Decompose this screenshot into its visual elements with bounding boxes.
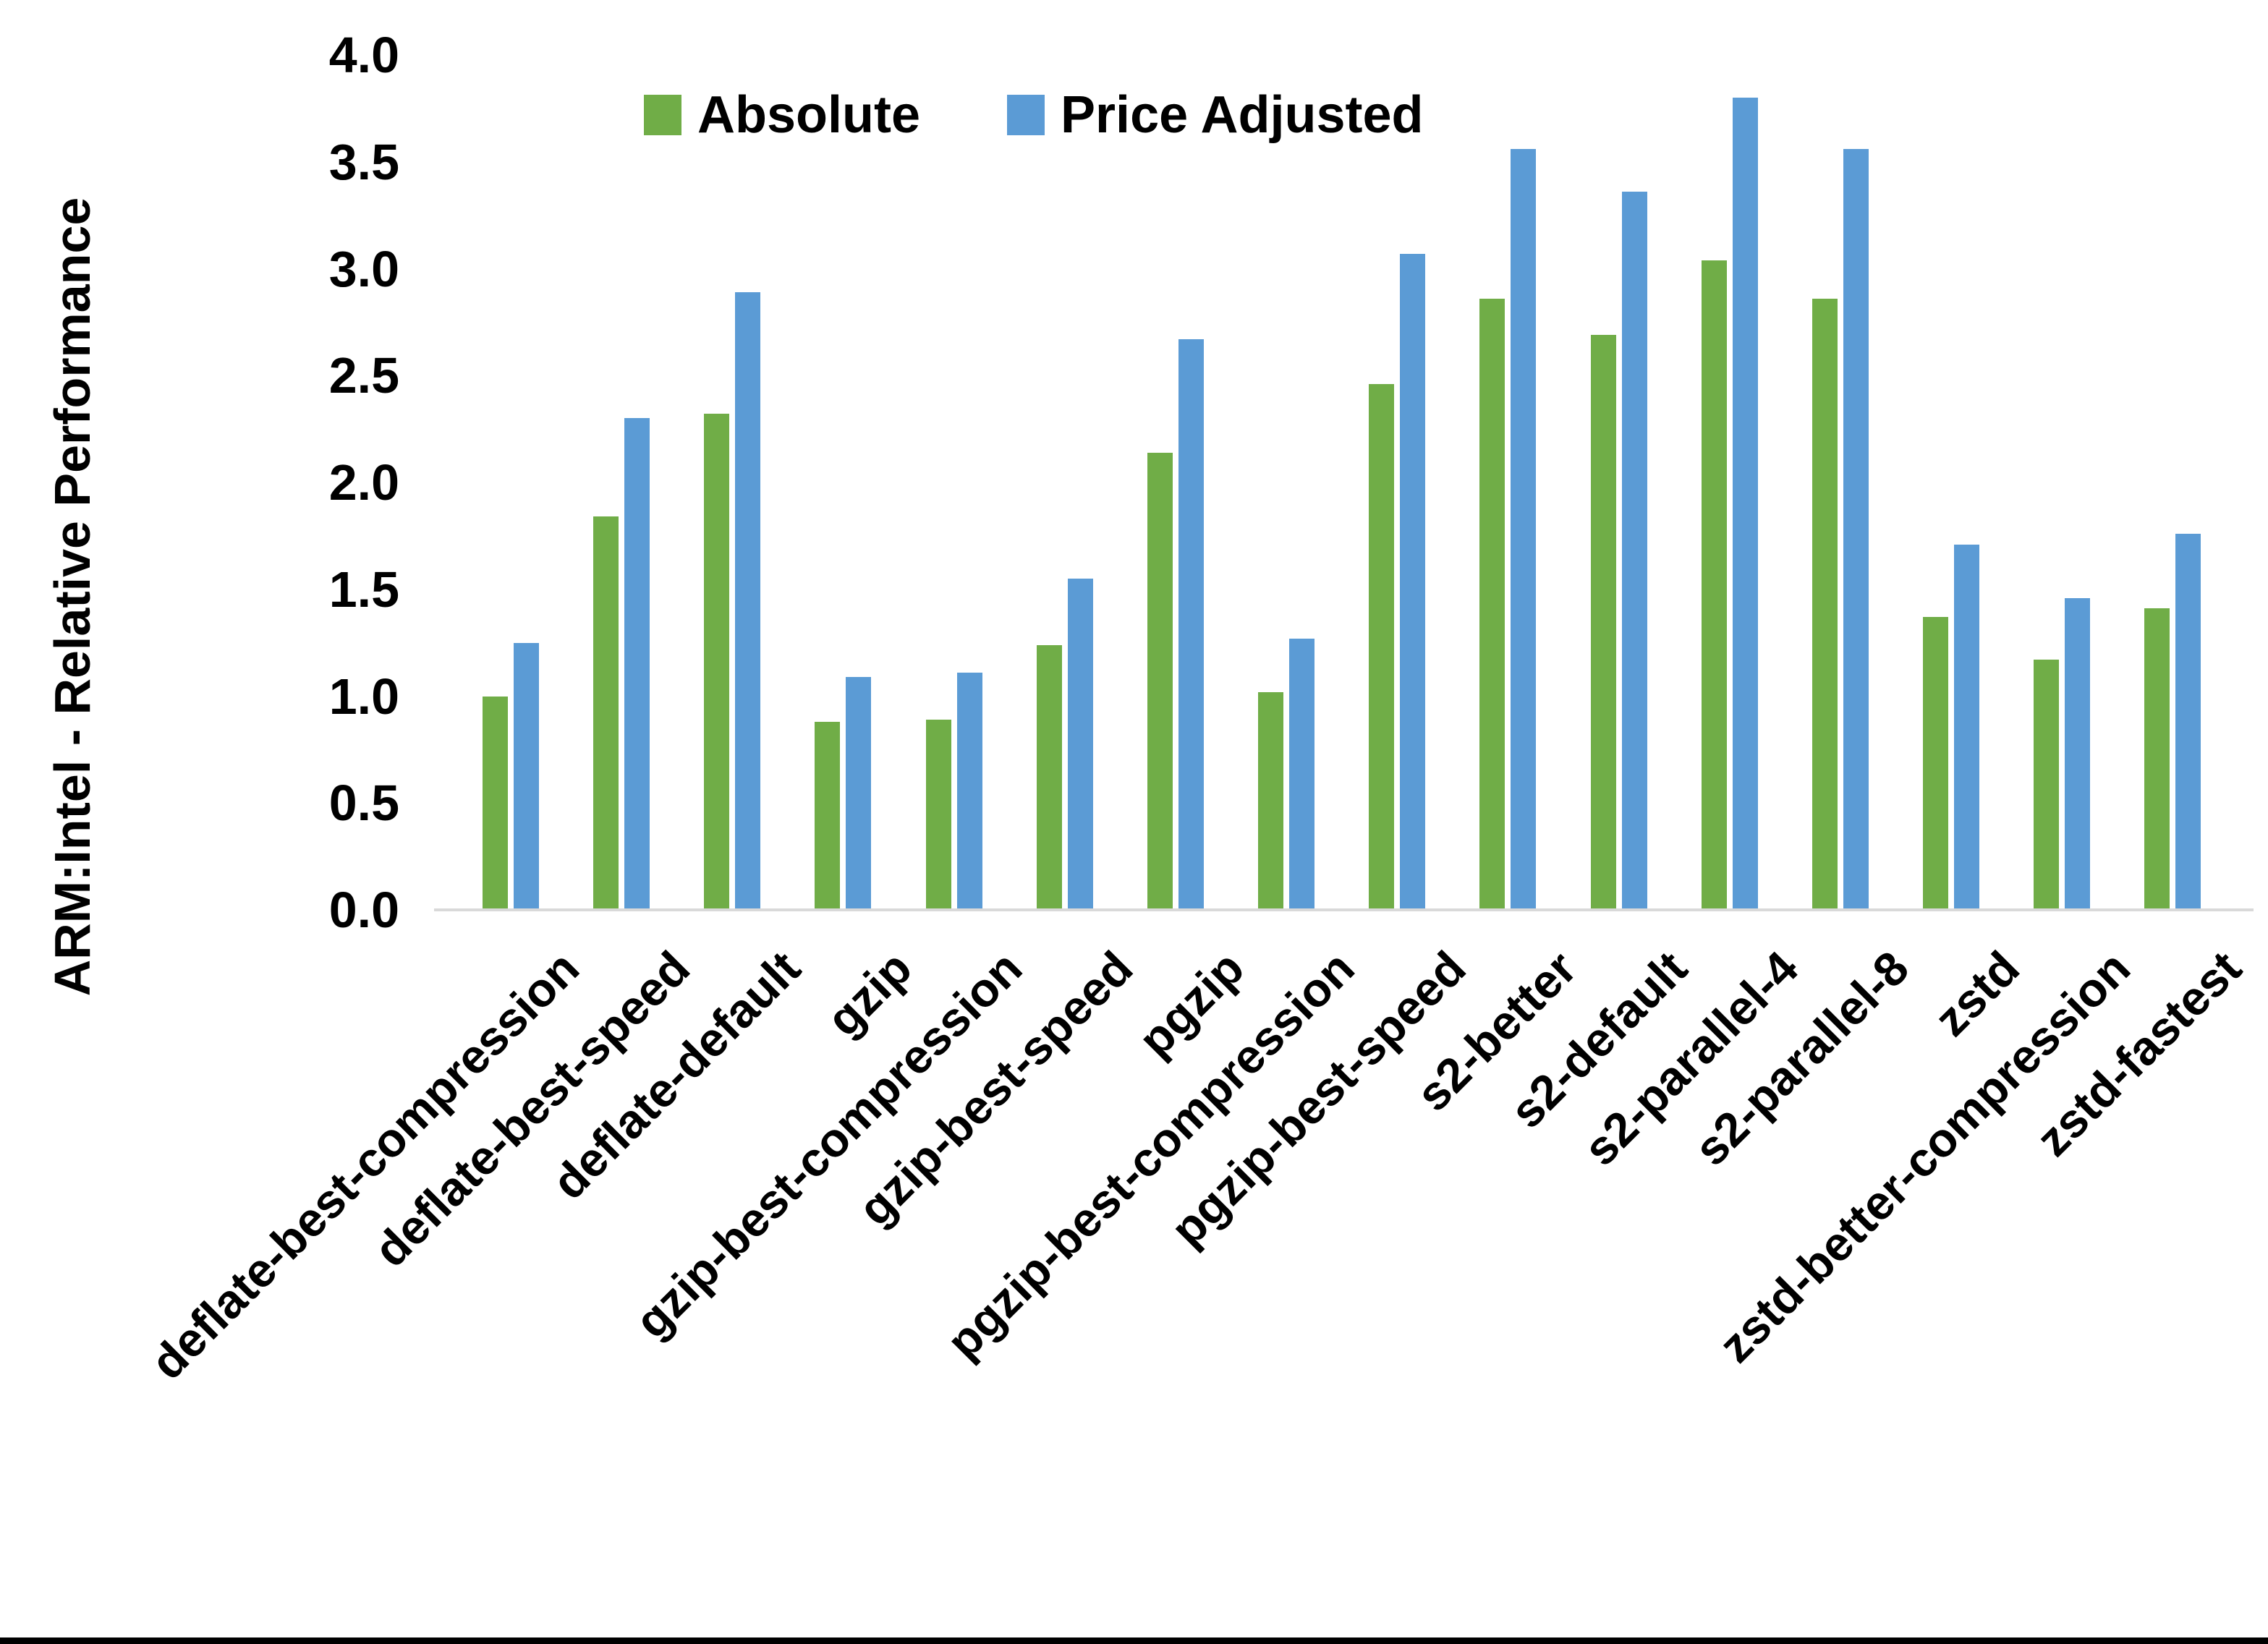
bar-price-adjusted-deflate-default [735, 292, 761, 910]
price-adjusted-series-swatch [1007, 95, 1045, 135]
bar-price-adjusted-deflate-best-compression [514, 642, 539, 910]
y-tick-label: 4.0 [328, 27, 399, 83]
bar-absolute-gzip [815, 721, 841, 910]
bar-price-adjusted-gzip-best-speed [1067, 578, 1093, 910]
bar-price-adjusted-pgzip [1178, 339, 1204, 910]
y-tick-label: 0.5 [328, 775, 399, 832]
bar-absolute-s2-parallel-4 [1701, 260, 1727, 910]
legend-item-price-adjusted: Price Adjusted [1007, 85, 1423, 145]
bar-price-adjusted-s2-better [1511, 149, 1537, 910]
y-tick-label: 3.5 [328, 133, 399, 190]
bar-price-adjusted-deflate-best-speed [624, 418, 650, 910]
bar-price-adjusted-zstd-better-compression [2065, 597, 2091, 910]
absolute-series-swatch [644, 95, 681, 135]
bar-price-adjusted-s2-parallel-8 [1843, 149, 1869, 910]
y-tick-label: 0.0 [328, 882, 399, 938]
bar-absolute-s2-parallel-8 [1812, 298, 1838, 910]
bar-absolute-pgzip-best-compression [1258, 691, 1284, 910]
x-axis-line [434, 908, 2254, 911]
x-tick-label: deflate-best-compression [140, 940, 590, 1389]
bar-absolute-zstd-better-compression [2034, 660, 2060, 910]
bar-absolute-deflate-best-compression [483, 696, 508, 910]
legend-item-absolute: Absolute [644, 85, 920, 145]
y-axis-title: ARM:Intel - Relative Performance [44, 197, 101, 997]
bar-price-adjusted-gzip-best-compression [956, 672, 982, 910]
bar-absolute-zstd [1923, 617, 1949, 910]
y-tick-label: 2.0 [328, 454, 399, 511]
bar-price-adjusted-zstd-fastest [2175, 533, 2201, 910]
absolute-series-label: Absolute [697, 86, 921, 144]
legend: Absolute Price Adjusted [644, 85, 1423, 145]
y-tick-label: 1.5 [328, 561, 399, 618]
bar-absolute-gzip-best-speed [1036, 644, 1062, 910]
y-tick-label: 3.0 [328, 240, 399, 297]
bar-price-adjusted-s2-parallel-4 [1732, 98, 1758, 910]
bar-price-adjusted-s2-default [1621, 192, 1647, 910]
bar-absolute-zstd-fastest [2144, 608, 2170, 910]
bar-absolute-pgzip-best-speed [1369, 384, 1395, 910]
bar-absolute-deflate-best-speed [593, 516, 619, 910]
y-tick-label: 2.5 [328, 347, 399, 404]
bar-price-adjusted-pgzip-best-compression [1289, 638, 1315, 910]
y-tick-label: 1.0 [328, 668, 399, 725]
bar-absolute-gzip-best-compression [925, 720, 951, 910]
bar-price-adjusted-zstd [1954, 544, 1980, 910]
price-adjusted-series-label: Price Adjusted [1061, 86, 1424, 144]
bar-price-adjusted-gzip [846, 676, 872, 910]
bar-absolute-deflate-default [704, 414, 730, 910]
page-bottom-border [0, 1637, 2268, 1644]
bar-absolute-s2-default [1590, 335, 1616, 910]
bar-price-adjusted-pgzip-best-speed [1400, 253, 1426, 910]
bar-absolute-pgzip [1147, 452, 1173, 910]
bar-absolute-s2-better [1479, 298, 1505, 910]
